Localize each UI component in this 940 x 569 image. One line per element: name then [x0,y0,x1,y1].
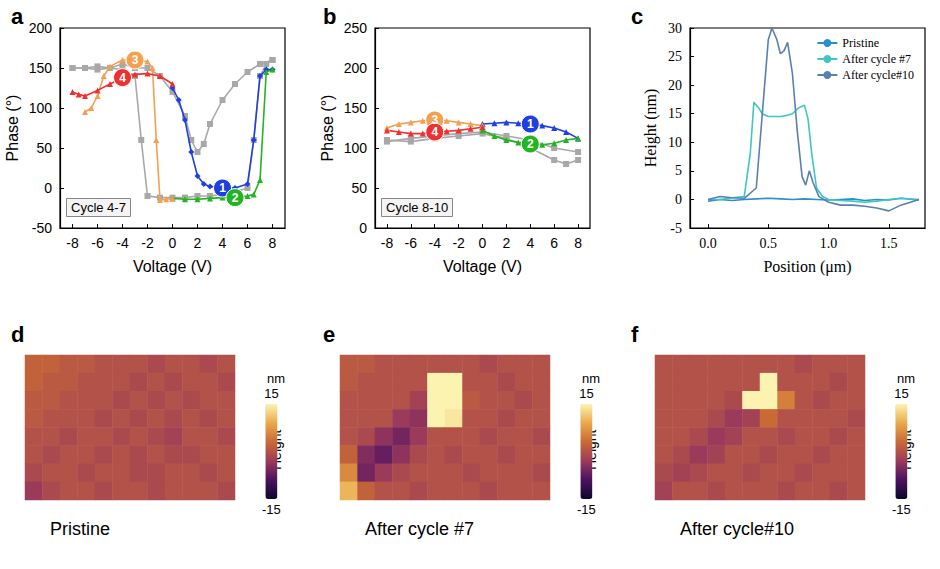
svg-text:2: 2 [194,235,202,251]
svg-text:8: 8 [574,235,582,251]
svg-text:2: 2 [527,137,534,151]
svg-text:0: 0 [169,235,177,251]
svg-text:After cycle #7: After cycle #7 [842,52,911,66]
svg-text:nm: nm [267,371,285,386]
svg-text:-6: -6 [405,235,418,251]
svg-text:-8: -8 [381,235,394,251]
svg-text:1: 1 [219,181,226,195]
svg-text:50: 50 [36,140,52,156]
svg-text:f: f [631,322,639,347]
svg-text:Voltage (V): Voltage (V) [133,258,212,275]
svg-text:After cycle #7: After cycle #7 [365,519,474,539]
svg-text:Height (nm): Height (nm) [642,89,660,168]
svg-text:20: 20 [668,78,682,93]
svg-text:6: 6 [244,235,252,251]
svg-text:nm: nm [897,371,915,386]
svg-text:150: 150 [344,100,368,116]
svg-text:50: 50 [351,180,367,196]
svg-text:0: 0 [44,180,52,196]
svg-text:100: 100 [29,100,53,116]
svg-text:3: 3 [431,113,439,127]
svg-text:3: 3 [132,53,139,67]
svg-text:30: 30 [668,21,682,36]
svg-text:Cycle 8-10: Cycle 8-10 [386,200,448,215]
svg-text:4: 4 [119,71,126,85]
svg-text:5: 5 [675,163,682,178]
svg-text:0.5: 0.5 [760,236,778,251]
svg-text:e: e [323,322,335,347]
svg-text:150: 150 [29,60,53,76]
svg-text:After cycle#10: After cycle#10 [680,519,794,539]
svg-text:15: 15 [264,386,278,401]
svg-text:Voltage (V): Voltage (V) [443,258,522,275]
svg-text:15: 15 [894,386,908,401]
svg-text:4: 4 [526,235,534,251]
svg-text:0: 0 [479,235,487,251]
svg-text:b: b [323,4,336,29]
svg-text:Position (μm): Position (μm) [763,258,851,276]
svg-text:10: 10 [668,135,682,150]
svg-text:-15: -15 [892,502,911,517]
svg-text:25: 25 [668,49,682,64]
svg-text:1.5: 1.5 [880,236,898,251]
svg-text:Pristine: Pristine [50,519,110,539]
svg-text:Pristine: Pristine [842,36,879,50]
svg-text:c: c [631,4,643,29]
svg-text:nm: nm [582,371,600,386]
svg-text:4: 4 [219,235,227,251]
svg-text:d: d [11,322,24,347]
svg-text:-2: -2 [141,235,154,251]
svg-text:-50: -50 [32,220,52,236]
svg-text:15: 15 [668,106,682,121]
svg-text:2: 2 [232,191,239,205]
svg-text:200: 200 [29,20,53,36]
svg-text:100: 100 [344,140,368,156]
svg-text:Phase (°): Phase (°) [319,95,336,162]
svg-text:a: a [11,4,24,29]
svg-text:1.0: 1.0 [820,236,838,251]
svg-text:0: 0 [359,220,367,236]
svg-text:-2: -2 [452,235,465,251]
svg-text:After cycle#10: After cycle#10 [842,68,914,82]
svg-text:-5: -5 [670,221,682,236]
svg-text:-4: -4 [428,235,441,251]
svg-text:0.0: 0.0 [699,236,717,251]
svg-text:6: 6 [550,235,558,251]
svg-text:250: 250 [344,20,368,36]
svg-text:200: 200 [344,60,368,76]
svg-text:4: 4 [431,125,438,139]
svg-text:-4: -4 [116,235,129,251]
svg-text:0: 0 [675,192,682,207]
svg-text:Cycle 4-7: Cycle 4-7 [71,200,126,215]
svg-text:-8: -8 [66,235,79,251]
svg-text:15: 15 [579,386,593,401]
svg-text:2: 2 [502,235,510,251]
svg-text:-15: -15 [577,502,596,517]
svg-text:-6: -6 [91,235,104,251]
svg-text:-15: -15 [262,502,281,517]
svg-text:8: 8 [269,235,277,251]
svg-text:Phase (°): Phase (°) [4,95,21,162]
svg-text:1: 1 [527,117,534,131]
